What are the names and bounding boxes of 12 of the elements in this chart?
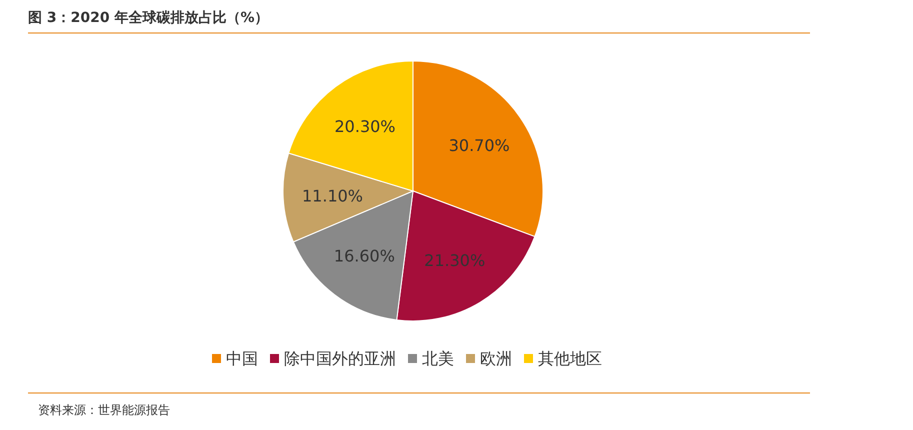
legend-label: 其他地区 [538, 349, 602, 368]
data-label: 20.30% [334, 117, 396, 136]
text: 资料来源：世界能源报告 [38, 403, 170, 417]
data-label: 11.10% [302, 186, 364, 206]
data-label: 16.60% [334, 246, 395, 266]
legend-label: 北美 [422, 349, 454, 368]
legend-label: 除中国外的亚洲 [284, 349, 396, 368]
legend-label: 欧洲 [480, 349, 512, 368]
chart-title: 图 3：2020 年全球碳排放占比（%） [28, 10, 268, 26]
legend-label: 中国 [226, 349, 258, 368]
data-label: 21.30% [424, 250, 486, 270]
data-label: 30.70% [448, 136, 510, 156]
